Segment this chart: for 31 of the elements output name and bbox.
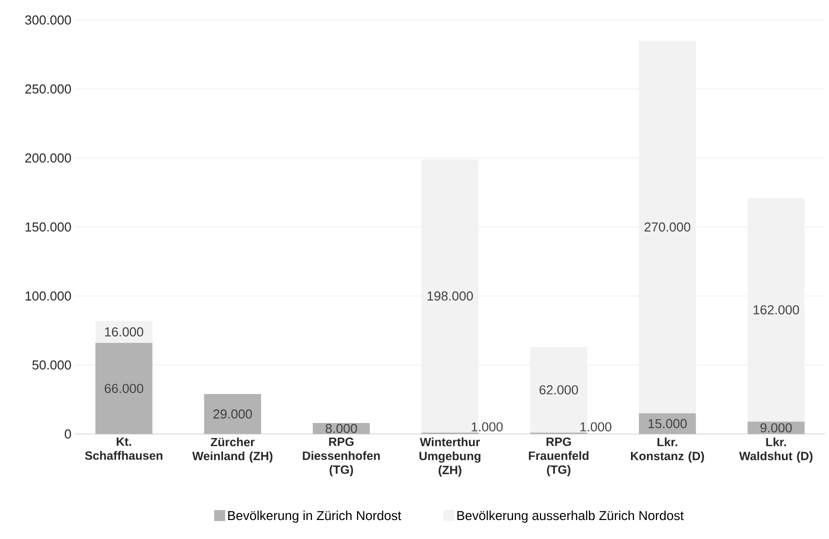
x-tick-label: Lkr. Waldshut (D) [739, 438, 812, 463]
x-tick-label: Winterthur Umgebung (ZH) [420, 438, 480, 477]
data-label: 8.000 [326, 424, 358, 434]
data-label: 198.000 [428, 291, 473, 301]
data-label: 62.000 [540, 385, 578, 394]
y-tick-label: 250.000 [25, 84, 71, 94]
legend-label: Bevölkerung ausserhalb Zürich Nordost [457, 510, 684, 523]
x-tick-label: Lkr. Konstanz (D) [631, 438, 704, 463]
bar [95, 320, 152, 343]
data-label: 270.000 [644, 222, 690, 232]
legend-label: Bevölkerung in Zürich Nordost [228, 510, 402, 523]
bar [748, 198, 805, 422]
y-tick-label: 50.000 [32, 360, 71, 370]
y-tick-label: 100.000 [26, 291, 71, 301]
data-label: 29.000 [213, 409, 252, 419]
data-label: 1.000 [472, 422, 503, 432]
x-tick-label: RPG Diessenhofen (TG) [302, 438, 380, 476]
data-label: 1.000 [580, 422, 612, 432]
data-label: 66.000 [104, 384, 144, 394]
y-tick-label: 150.000 [26, 222, 71, 232]
y-tick-label: 200.000 [25, 153, 71, 163]
x-tick-label: Kt. Schaffhausen [85, 438, 162, 460]
y-tick-label: 300.000 [25, 15, 71, 25]
data-label: 15.000 [648, 419, 687, 428]
bar [638, 40, 696, 414]
data-label: 162.000 [754, 305, 799, 314]
x-tick-label: RPG Frauenfeld (TG) [528, 438, 588, 476]
x-tick-label: Zürcher Weinland (ZH) [192, 438, 272, 463]
y-tick-label: 0 [64, 429, 71, 439]
data-label: 16.000 [105, 327, 144, 336]
data-label: 9.000 [760, 423, 792, 432]
